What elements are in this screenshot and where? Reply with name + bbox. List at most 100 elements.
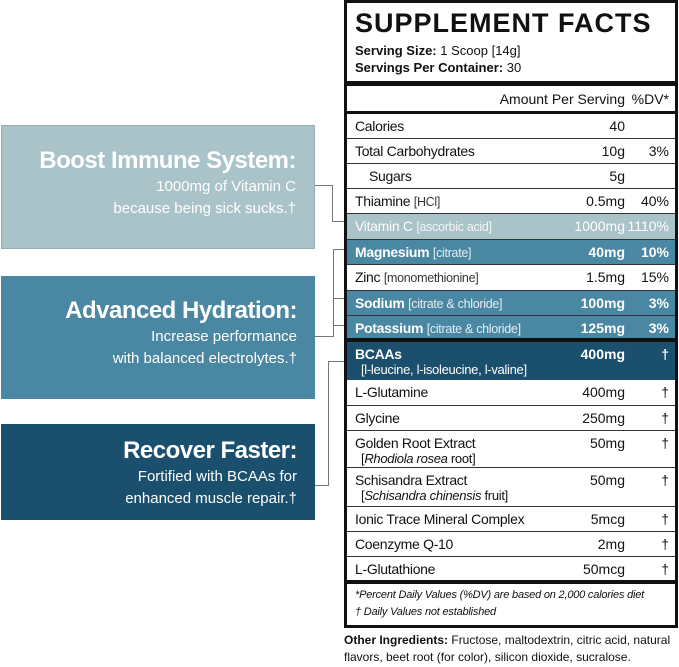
divider: [347, 111, 675, 114]
callout-title: Advanced Hydration:: [65, 297, 297, 324]
connector-line: [315, 185, 333, 186]
divider: [347, 580, 675, 584]
nutrient-row: L-Glutathione 50mcg †: [347, 556, 675, 580]
nutrient-amount: 250mg: [582, 410, 625, 426]
nutrient-name: Zinc [monomethionine]: [355, 269, 479, 285]
nutrient-name: L-Glutamine: [355, 384, 428, 400]
callout-recovery: Recover Faster: Fortified with BCAAs for…: [1, 424, 315, 520]
nutrient-row: Thiamine [HCl] 0.5mg 40%: [347, 188, 675, 213]
dv-header: %DV*: [631, 91, 669, 107]
nutrient-subtext: [Schisandra chinensis fruit]: [361, 488, 508, 503]
nutrient-amount: 2mg: [597, 536, 625, 552]
nutrient-row: Calories 40: [347, 114, 675, 138]
callout-text: because being sick sucks.†: [113, 200, 296, 217]
connector-line: [333, 249, 344, 250]
nutrient-row: Vitamin C [ascorbic acid] 1000mg 1110%: [347, 213, 675, 239]
nutrient-name: Golden Root Extract: [355, 435, 476, 451]
nutrient-dv: †: [661, 410, 669, 426]
callout-title: Recover Faster:: [123, 437, 297, 464]
nutrient-dv: †: [661, 346, 669, 362]
callout-text: with balanced electrolytes.†: [112, 350, 297, 367]
panel-title: SUPPLEMENT FACTS: [355, 8, 652, 38]
nutrient-row: Total Carbohydrates 10g 3%: [347, 138, 675, 163]
nutrient-amount: 50mcg: [582, 561, 625, 577]
connector-line: [328, 361, 329, 486]
connector-line: [315, 485, 329, 486]
nutrient-dv: 15%: [640, 269, 669, 285]
nutrient-row: Potassium [citrate & chloride] 125mg 3%: [347, 315, 675, 338]
nutrient-dv: †: [661, 561, 669, 577]
nutrient-amount: 40mg: [588, 244, 625, 260]
servings-per-container: Servings Per Container: 30: [355, 60, 522, 75]
connector-line: [315, 336, 334, 337]
nutrient-dv: 3%: [648, 295, 669, 311]
callout-text: 1000mg of Vitamin C: [156, 178, 296, 195]
nutrient-name: Vitamin C [ascorbic acid]: [355, 218, 492, 234]
connector-line: [332, 185, 333, 221]
nutrient-amount: 1.5mg: [586, 269, 625, 285]
nutrient-name: Ionic Trace Mineral Complex: [355, 511, 525, 527]
nutrient-name: Thiamine [HCl]: [355, 193, 441, 209]
nutrient-name: Schisandra Extract: [355, 472, 468, 488]
supplement-facts-panel: SUPPLEMENT FACTS Serving Size: 1 Scoop […: [344, 0, 678, 628]
nutrient-name: Calories: [355, 118, 404, 134]
nutrient-form: [citrate]: [432, 246, 472, 260]
nutrient-row: Golden Root Extract [Rhodiola rosea root]…: [347, 430, 675, 467]
nutrient-form: [citrate & chloride]: [426, 322, 521, 336]
nutrient-name: Glycine: [355, 410, 400, 426]
nutrient-dv: †: [661, 384, 669, 400]
nutrient-row: Ionic Trace Mineral Complex 5mcg †: [347, 506, 675, 531]
nutrient-subtext: [Rhodiola rosea root]: [361, 451, 476, 466]
callout-immune: Boost Immune System: 1000mg of Vitamin C…: [1, 125, 315, 249]
other-ingredients: Other Ingredients: Fructose, maltodextri…: [344, 633, 671, 664]
nutrient-row: Sugars 5g: [347, 163, 675, 188]
divider: [347, 338, 675, 342]
connector-line: [333, 249, 334, 337]
nutrient-amount: 40: [609, 118, 625, 134]
nutrient-row: BCAAs [l-leucine, l-isoleucine, l-valine]…: [347, 342, 675, 380]
column-header: Amount Per Serving %DV*: [347, 89, 675, 111]
nutrient-amount: 1000mg: [574, 218, 625, 234]
nutrient-row: Sodium [citrate & chloride] 100mg 3%: [347, 290, 675, 315]
nutrient-name: Total Carbohydrates: [355, 143, 475, 159]
nutrient-row: Magnesium [citrate] 40mg 10%: [347, 239, 675, 264]
callout-hydration: Advanced Hydration: Increase performance…: [1, 276, 315, 399]
nutrient-dv: 10%: [640, 244, 669, 260]
connector-line: [333, 298, 344, 299]
nutrient-name: Magnesium [citrate]: [355, 244, 472, 260]
nutrient-name: BCAAs: [355, 346, 402, 362]
callout-text: Increase performance: [151, 328, 297, 345]
nutrient-dv: †: [661, 536, 669, 552]
nutrient-row: Coenzyme Q-10 2mg †: [347, 531, 675, 556]
nutrient-dv: 40%: [640, 193, 669, 209]
footnote-dv: *Percent Daily Values (%DV) are based on…: [355, 589, 645, 601]
nutrient-amount: 5g: [609, 168, 625, 184]
callout-title: Boost Immune System:: [39, 147, 296, 174]
nutrient-form: [HCl]: [413, 195, 441, 209]
nutrient-name: Potassium [citrate & chloride]: [355, 320, 521, 336]
nutrient-dv: †: [661, 435, 669, 451]
nutrient-row: Glycine 250mg †: [347, 405, 675, 430]
connector-line: [332, 221, 344, 222]
nutrient-amount: 50mg: [589, 472, 625, 488]
nutrient-name: Sugars: [369, 168, 412, 184]
nutrient-dv: 1110%: [627, 218, 669, 234]
nutrient-dv: †: [661, 472, 669, 488]
serving-size: Serving Size: 1 Scoop [14g]: [355, 43, 521, 58]
nutrient-amount: 125mg: [580, 320, 625, 336]
nutrient-name: L-Glutathione: [355, 561, 436, 577]
nutrient-row: Zinc [monomethionine] 1.5mg 15%: [347, 264, 675, 290]
nutrient-row: Schisandra Extract [Schisandra chinensis …: [347, 467, 675, 506]
nutrient-subtext: [l-leucine, l-isoleucine, l-valine]: [361, 362, 527, 377]
amount-header: Amount Per Serving: [499, 91, 625, 107]
connector-line: [333, 325, 344, 326]
nutrient-dv: 3%: [648, 320, 669, 336]
nutrient-dv: †: [661, 511, 669, 527]
nutrient-row: L-Glutamine 400mg †: [347, 380, 675, 405]
nutrient-name: Sodium [citrate & chloride]: [355, 295, 503, 311]
nutrient-name: Coenzyme Q-10: [355, 536, 454, 552]
callout-text: enhanced muscle repair.†: [125, 490, 297, 507]
nutrient-amount: 50mg: [589, 435, 625, 451]
nutrient-amount: 400mg: [580, 346, 625, 362]
callout-text: Fortified with BCAAs for: [137, 468, 297, 485]
